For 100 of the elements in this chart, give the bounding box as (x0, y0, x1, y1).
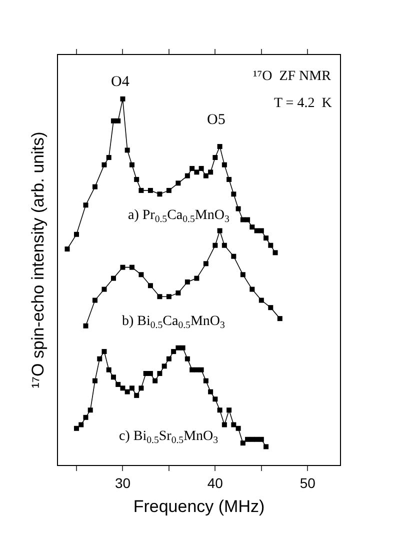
point (148, 370, 153, 376)
point (83, 323, 88, 328)
point (217, 408, 222, 413)
point (148, 188, 153, 193)
point (180, 345, 186, 350)
point (184, 279, 190, 284)
point (129, 264, 134, 270)
point (277, 316, 282, 322)
point (203, 378, 208, 384)
x-tick-label: 50 (300, 474, 316, 491)
point (143, 370, 148, 376)
point (184, 173, 190, 178)
point (264, 236, 269, 241)
point (217, 228, 222, 234)
x-tick-label: 40 (207, 474, 224, 491)
point (245, 217, 250, 222)
point (102, 162, 107, 168)
point (129, 386, 134, 391)
point (157, 192, 162, 197)
x-axis-title: Frequency (MHz) (133, 497, 265, 516)
series-label: a) Pr$_{0.5}$Ca$_{0.5}$MnO$_{3}$ (128, 208, 230, 225)
point (138, 188, 144, 193)
point (124, 148, 130, 153)
point (212, 242, 218, 248)
annotation: O5 (207, 112, 226, 128)
point (226, 408, 232, 413)
point (166, 294, 172, 300)
point (245, 436, 250, 442)
point (240, 440, 246, 446)
point (222, 242, 227, 248)
annotation: T = 4.2 K (274, 96, 332, 111)
point (102, 349, 107, 354)
text: O4 (111, 74, 130, 90)
point (203, 261, 208, 266)
point (83, 202, 88, 208)
y-axis-title: ¹⁷O spin-echo intensity (arb. units) (28, 132, 48, 388)
point (124, 389, 130, 394)
point (120, 96, 126, 102)
point (92, 378, 98, 384)
point (222, 162, 227, 168)
point (258, 298, 264, 303)
point (258, 436, 264, 442)
point (198, 166, 204, 171)
point (162, 364, 167, 369)
point (157, 370, 162, 376)
point (92, 184, 98, 190)
point (198, 367, 204, 372)
point (194, 276, 200, 281)
point (254, 228, 260, 234)
point (231, 422, 236, 428)
point (226, 176, 232, 182)
point (152, 378, 158, 384)
point (148, 283, 153, 288)
point (106, 367, 112, 372)
point (190, 166, 195, 171)
point (208, 389, 214, 394)
point (250, 286, 255, 292)
point (110, 374, 116, 380)
point (240, 272, 246, 278)
point (116, 118, 121, 124)
point (190, 367, 195, 372)
point (212, 155, 218, 160)
point (106, 155, 112, 160)
series-label: c) Bi$_{0.5}$Sr$_{0.5}$MnO$_{3}$ (119, 429, 218, 446)
point (176, 180, 181, 186)
point (184, 356, 190, 362)
point (64, 246, 70, 252)
point (268, 305, 274, 310)
point (129, 162, 134, 168)
point (194, 170, 200, 175)
point (157, 294, 162, 300)
point (212, 396, 218, 402)
point (176, 290, 181, 296)
point (74, 232, 79, 237)
point (203, 173, 208, 178)
point (74, 426, 79, 431)
point (240, 217, 246, 222)
point (236, 426, 241, 431)
series-label: b) Bi$_{0.5}$Ca$_{0.5}$MnO$_{3}$ (122, 314, 226, 331)
point (217, 144, 222, 150)
point (258, 228, 264, 234)
point (92, 298, 98, 303)
point (236, 206, 241, 212)
point (222, 422, 227, 428)
point (134, 176, 140, 182)
point (231, 192, 236, 197)
point (176, 345, 181, 350)
point (83, 414, 88, 420)
point (110, 276, 116, 281)
point (208, 170, 214, 175)
text: ¹⁷O ZF NMR (253, 69, 332, 84)
point (110, 118, 116, 124)
point (116, 382, 121, 387)
point (138, 272, 144, 278)
point (268, 242, 274, 248)
point (272, 250, 278, 256)
point (102, 286, 107, 292)
point (166, 188, 172, 193)
point (120, 386, 126, 391)
point (250, 436, 255, 442)
